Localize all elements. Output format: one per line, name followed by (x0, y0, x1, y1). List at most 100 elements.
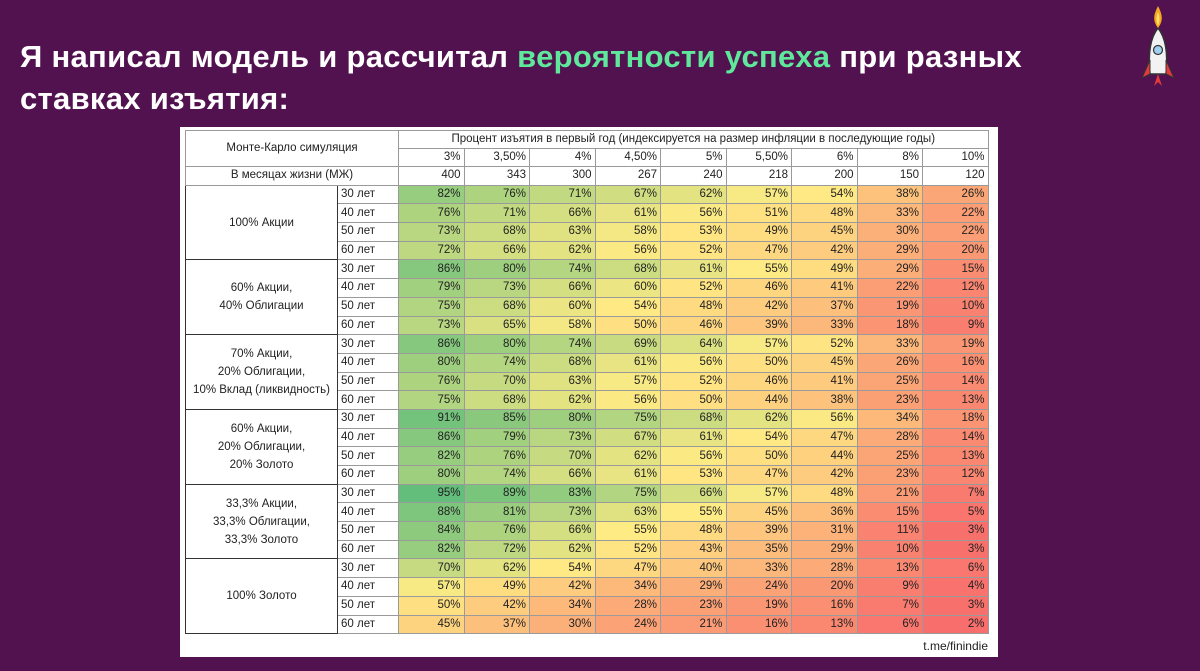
horizon-label: 30 лет (337, 483, 399, 504)
probability-cell: 80% (398, 352, 465, 373)
months-cell: 218 (725, 166, 792, 186)
probability-cell: 29% (856, 259, 923, 280)
probability-cell: 61% (594, 352, 661, 373)
probability-cell: 63% (529, 371, 596, 392)
probability-cell: 19% (856, 296, 923, 317)
probability-cell: 11% (856, 521, 923, 541)
probability-cell: 52% (594, 539, 661, 560)
probability-cell: 55% (725, 259, 792, 280)
probability-cell: 80% (463, 334, 530, 354)
probability-cell: 10% (922, 296, 989, 317)
rate-header: 5% (660, 148, 727, 167)
slide-title: Я написал модель и рассчитал вероятности… (20, 36, 1120, 120)
portfolio-label: 70% Акции, 20% Облигации, 10% Вклад (ликви… (185, 334, 338, 410)
probability-cell: 34% (594, 577, 661, 597)
rate-header: 8% (856, 148, 923, 167)
probability-cell: 80% (398, 465, 465, 485)
probability-cell: 29% (660, 577, 727, 597)
probability-cell: 73% (398, 222, 465, 242)
probability-cell: 42% (791, 240, 858, 261)
probability-cell: 76% (398, 203, 465, 224)
probability-cell: 50% (725, 352, 792, 373)
probability-cell: 61% (660, 427, 727, 448)
months-cell: 300 (529, 166, 596, 186)
portfolio-label-line: 20% Золото (229, 458, 294, 471)
probability-cell: 73% (463, 278, 530, 298)
horizon-label: 40 лет (337, 577, 399, 597)
probability-cell: 74% (463, 352, 530, 373)
probability-cell: 21% (660, 614, 727, 635)
probability-cell: 68% (660, 408, 727, 429)
probability-cell: 62% (529, 390, 596, 410)
probability-cell: 60% (594, 278, 661, 298)
probability-cell: 13% (922, 446, 989, 466)
data-row: 50 лет 76% 70% 63% 57% 52% 46% 41% 25% 14% (186, 371, 989, 392)
probability-cell: 7% (922, 483, 989, 504)
title-part: Я написал модель и рассчитал (20, 39, 518, 74)
probability-cell: 24% (594, 614, 661, 635)
months-cell: 400 (398, 166, 465, 186)
months-label: В месяцах жизни (МЖ) (185, 166, 399, 186)
probability-cell: 56% (594, 240, 661, 261)
portfolio-label-line: 60% Акции, (230, 422, 293, 435)
portfolio-label: 100% Золото (185, 558, 338, 635)
probability-cell: 28% (791, 558, 858, 579)
probability-cell: 43% (660, 539, 727, 560)
probability-cell: 46% (725, 278, 792, 298)
horizon-label: 40 лет (337, 352, 399, 373)
probability-cell: 66% (660, 483, 727, 504)
probability-cell: 48% (791, 483, 858, 504)
horizon-label: 30 лет (337, 334, 399, 354)
probability-cell: 42% (529, 577, 596, 597)
probability-cell: 62% (529, 240, 596, 261)
data-row: 40 лет 86% 79% 73% 67% 61% 54% 47% 28% 14% (186, 427, 989, 448)
probability-cell: 37% (791, 296, 858, 317)
probability-cell: 74% (529, 334, 596, 354)
portfolio-label: 60% Акции, 20% Облигации, 20% Золото (185, 408, 338, 485)
probability-cell: 75% (594, 408, 661, 429)
data-row: 60 лет 45% 37% 30% 24% 21% 16% 13% 6% 2% (186, 614, 989, 635)
probability-cell: 76% (398, 371, 465, 392)
probability-cell: 3% (922, 539, 989, 560)
probability-cell: 74% (463, 465, 530, 485)
probability-cell: 18% (856, 315, 923, 336)
probability-cell: 14% (922, 371, 989, 392)
probability-cell: 62% (660, 184, 727, 205)
probability-cell: 47% (725, 465, 792, 485)
probability-cell: 80% (529, 408, 596, 429)
probability-cell: 66% (463, 240, 530, 261)
probability-cell: 86% (398, 334, 465, 354)
probability-cell: 29% (856, 240, 923, 261)
probability-cell: 68% (463, 390, 530, 410)
probability-cell: 2% (922, 614, 989, 635)
probability-cell: 60% (529, 296, 596, 317)
horizon-label: 60 лет (337, 315, 399, 336)
probability-cell: 55% (660, 502, 727, 523)
probability-cell: 62% (725, 408, 792, 429)
probability-cell: 34% (529, 595, 596, 616)
probability-cell: 31% (791, 521, 858, 541)
probability-cell: 75% (594, 483, 661, 504)
probability-cell: 73% (529, 427, 596, 448)
probability-cell: 61% (660, 259, 727, 280)
probability-cell: 30% (856, 222, 923, 242)
probability-cell: 12% (922, 465, 989, 485)
probability-cell: 39% (725, 521, 792, 541)
probability-cell: 63% (594, 502, 661, 523)
probability-cell: 57% (398, 577, 465, 597)
portfolio-label-line: 33,3% Акции, (225, 497, 298, 510)
data-row: 60% Акции, 20% Облигации, 20% Золото 30 лет… (185, 408, 989, 485)
months-cell: 267 (594, 166, 661, 186)
portfolio-label-line: 20% Облигации, (217, 440, 306, 453)
probability-cell: 28% (856, 427, 923, 448)
title-highlight: вероятности успеха (517, 39, 831, 74)
probability-cell: 9% (856, 577, 923, 597)
probability-cell: 46% (725, 371, 792, 392)
probability-cell: 72% (398, 240, 465, 261)
probability-cell: 13% (856, 558, 923, 579)
horizon-label: 60 лет (337, 614, 399, 635)
probability-cell: 84% (398, 521, 465, 541)
probability-cell: 15% (922, 259, 989, 280)
data-row: 60% Акции, 40% Облигации 30 лет 86% 80% 74% 68… (185, 259, 989, 336)
